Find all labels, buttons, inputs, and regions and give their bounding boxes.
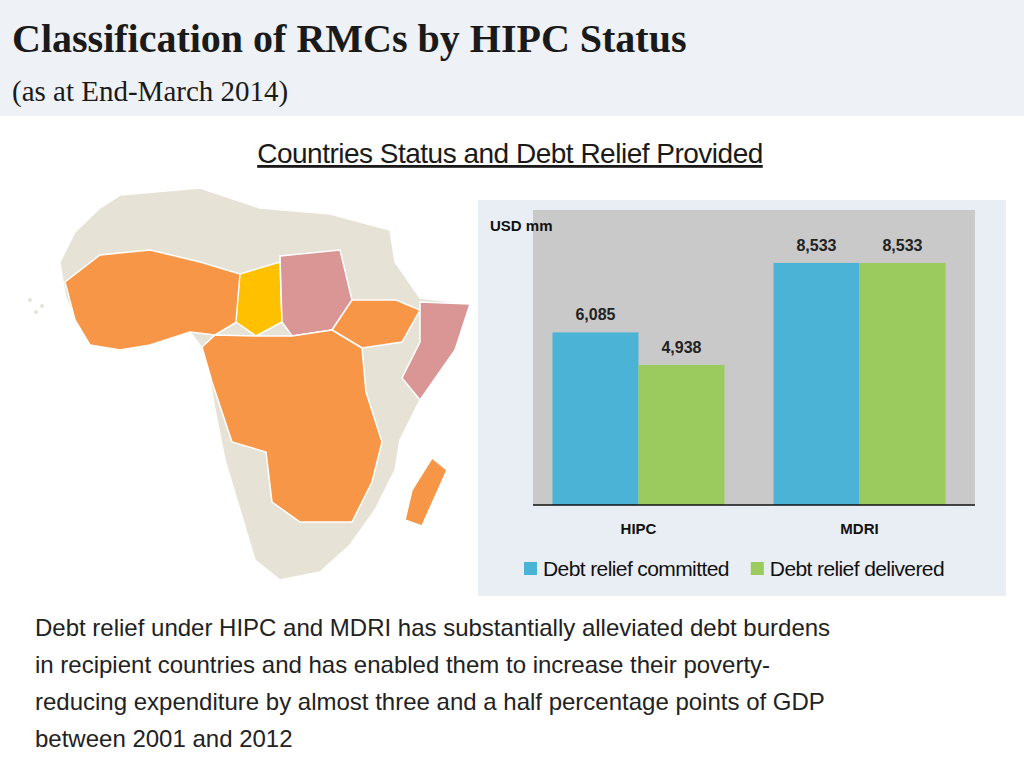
africa-map: [28, 188, 470, 580]
map-island: [28, 298, 32, 302]
legend: Debt relief committed Debt relief deliver…: [524, 557, 944, 580]
map-region: [402, 302, 470, 400]
bars: [553, 263, 946, 505]
caption-line: Debt relief under HIPC and MDRI has subs…: [35, 614, 830, 641]
category-label: HIPC: [621, 520, 657, 537]
bar: [860, 263, 946, 505]
title: Classification of RMCs by HIPC Status: [12, 16, 686, 61]
axis-line: [533, 504, 975, 506]
chart-panel: [478, 200, 1006, 596]
caption-line: reducing expenditure by almost three and…: [35, 688, 825, 715]
caption-line: between 2001 and 2012: [35, 725, 293, 752]
labels: 6,085 8,533 4,938 8,533: [575, 237, 922, 356]
subtitle: (as at End-March 2014): [12, 75, 288, 108]
bar: [553, 332, 639, 505]
section-heading: Countries Status and Debt Relief Provide…: [257, 138, 763, 169]
map-region: [60, 188, 470, 580]
data-label: 8,533: [882, 237, 922, 254]
category-label: MDRI: [840, 520, 878, 537]
header-band: [0, 0, 1024, 116]
bar: [639, 365, 725, 505]
data-label: 6,085: [575, 306, 615, 323]
legend-label: Debt relief delivered: [770, 557, 944, 580]
map-region: [236, 262, 282, 336]
data-label: 8,533: [796, 237, 836, 254]
data-label: 4,938: [661, 339, 701, 356]
caption-line: in recipient countries and has enabled t…: [35, 651, 770, 678]
legend-swatch: [524, 562, 537, 575]
legend-label: Debt relief committed: [543, 557, 729, 580]
bar: [774, 263, 860, 505]
map-region: [202, 330, 382, 522]
map-island: [40, 304, 44, 308]
plot-area: [533, 210, 975, 505]
legend-swatch: [751, 562, 764, 575]
map-region: [405, 458, 447, 526]
map-island: [34, 310, 38, 314]
map-region: [65, 250, 240, 350]
page: Classification of RMCs by HIPC Status (as…: [0, 0, 1024, 768]
axis-label: USD mm: [490, 217, 553, 234]
